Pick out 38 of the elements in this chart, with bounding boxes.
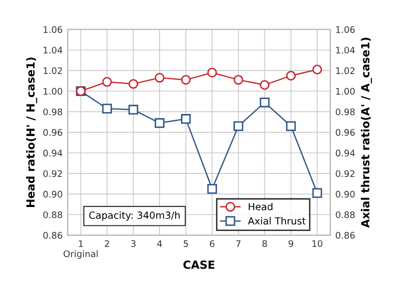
x-tick-label: 8 [262,240,267,248]
y-tick-label: 1.00 [44,88,62,95]
x-tick-label: 6 [210,240,214,248]
annotation: Capacity: 340m3/h [89,211,180,221]
y2-tick-label: 0.86 [336,232,355,239]
x-tick-label: 7 [236,240,240,247]
y2-tick-label: 0.88 [336,211,355,218]
x-axis-title: CASE [183,260,214,269]
x-tick-label: 1 Original [64,240,98,259]
x-tick-label: 9 [288,240,294,248]
y-tick-label: 0.98 [43,108,62,116]
legend-label: Axial Thrust [248,217,306,225]
x-tick-label: 2 [104,240,110,247]
y-tick-label: 0.88 [43,211,62,218]
y2-tick-label: 0.96 [336,129,355,136]
x-tick-label: 10 [312,240,322,248]
y2-tick-label: 0.94 [336,150,355,156]
x-tick-label: 5 [184,240,188,248]
y-axis-title: Head ratio(H' / H_case1) [26,58,38,207]
x-tick-label: 4 [157,240,162,247]
y2-tick-label: 0.90 [336,190,355,198]
y2-tick-label: 0.92 [336,170,354,178]
y2-tick-label: 1.06 [336,26,355,33]
y2-tick-label: 1.04 [336,46,355,54]
y-tick-label: 1.06 [44,26,62,33]
y2-tick-label: 0.98 [336,108,355,116]
y-tick-label: 1.04 [44,46,62,54]
y2-tick-label: 1.02 [336,67,354,74]
y2-tick-label: 1.00 [336,88,355,95]
x-tick-label: 3 [131,240,136,248]
y-tick-label: 0.86 [43,232,62,239]
y-tick-label: 0.96 [43,129,62,136]
y2-axis-title: Axial thrust ratio(A' / A_case1) [360,38,372,228]
y-tick-label: 0.94 [43,150,62,156]
y-tick-label: 1.02 [44,67,62,74]
y-tick-label: 0.90 [43,190,62,198]
legend-label: Head [248,202,272,210]
y-tick-label: 0.92 [43,170,62,178]
